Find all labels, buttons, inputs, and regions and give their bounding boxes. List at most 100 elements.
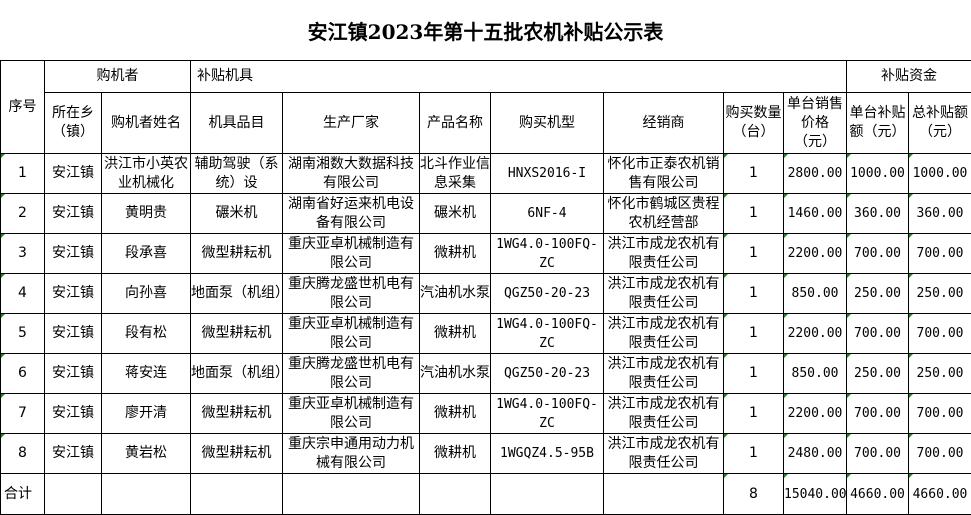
table-cell[interactable] [420, 474, 491, 515]
table-cell[interactable]: 1WGQZ4.5-95B [491, 434, 604, 474]
table-cell[interactable]: 700.00 [909, 314, 971, 354]
table-cell[interactable]: 汽油机水泵 [420, 274, 491, 314]
table-cell[interactable]: 洪江市成龙农机有限责任公司 [604, 234, 724, 274]
table-cell[interactable]: 2200.00 [784, 394, 847, 434]
table-cell[interactable]: 4 [1, 274, 45, 314]
table-cell[interactable]: 安江镇 [45, 154, 102, 194]
table-cell[interactable]: 2 [1, 194, 45, 234]
table-cell[interactable]: 700.00 [909, 434, 971, 474]
table-cell[interactable]: 8 [1, 434, 45, 474]
table-cell[interactable] [102, 474, 191, 515]
table-cell[interactable]: 250.00 [847, 354, 909, 394]
table-cell[interactable]: 1000.00 [909, 154, 971, 194]
table-cell[interactable]: 700.00 [847, 314, 909, 354]
table-cell[interactable]: 蒋安连 [102, 354, 191, 394]
table-cell[interactable]: 段有松 [102, 314, 191, 354]
table-cell[interactable] [191, 474, 283, 515]
table-cell[interactable]: 250.00 [909, 274, 971, 314]
table-cell[interactable]: 1 [724, 154, 784, 194]
table-cell[interactable]: 2200.00 [784, 234, 847, 274]
table-cell[interactable]: 黄明贵 [102, 194, 191, 234]
table-cell[interactable]: 安江镇 [45, 314, 102, 354]
table-cell[interactable]: 黄岩松 [102, 434, 191, 474]
table-cell[interactable]: HNXS2016-I [491, 154, 604, 194]
table-cell[interactable]: 1 [724, 274, 784, 314]
table-cell[interactable]: 重庆腾龙盛世机电有限公司 [283, 274, 420, 314]
table-cell[interactable]: 1 [724, 434, 784, 474]
table-cell[interactable]: 700.00 [847, 234, 909, 274]
table-cell[interactable]: 1WG4.0-100FQ-ZC [491, 314, 604, 354]
total-unit_subsidy[interactable]: 4660.00 [847, 474, 909, 515]
table-cell[interactable]: 微型耕耘机 [191, 434, 283, 474]
table-cell[interactable]: 安江镇 [45, 434, 102, 474]
table-cell[interactable]: 700.00 [847, 434, 909, 474]
table-cell[interactable]: 1WG4.0-100FQ-ZC [491, 394, 604, 434]
table-cell[interactable]: 向孙喜 [102, 274, 191, 314]
table-cell[interactable]: 3 [1, 234, 45, 274]
table-cell[interactable]: 850.00 [784, 274, 847, 314]
table-cell[interactable]: 微耕机 [420, 234, 491, 274]
table-cell[interactable]: 重庆宗申通用动力机械有限公司 [283, 434, 420, 474]
table-cell[interactable]: 700.00 [909, 394, 971, 434]
table-cell[interactable]: 6NF-4 [491, 194, 604, 234]
table-cell[interactable]: 1 [724, 314, 784, 354]
table-cell[interactable]: 怀化市鹤城区贵程农机经营部 [604, 194, 724, 234]
table-cell[interactable]: 安江镇 [45, 234, 102, 274]
table-cell[interactable]: 250.00 [847, 274, 909, 314]
table-cell[interactable]: 1460.00 [784, 194, 847, 234]
table-cell[interactable] [45, 474, 102, 515]
table-cell[interactable]: QGZ50-20-23 [491, 274, 604, 314]
table-cell[interactable]: 安江镇 [45, 194, 102, 234]
table-cell[interactable]: 北斗作业信息采集 [420, 154, 491, 194]
table-cell[interactable]: 辅助驾驶（系统）设 [191, 154, 283, 194]
table-cell[interactable]: 7 [1, 394, 45, 434]
table-cell[interactable]: 6 [1, 354, 45, 394]
table-cell[interactable]: 2480.00 [784, 434, 847, 474]
table-cell[interactable]: 1 [1, 154, 45, 194]
table-cell[interactable]: 1 [724, 194, 784, 234]
table-cell[interactable]: 700.00 [909, 234, 971, 274]
table-cell[interactable]: 重庆亚卓机械制造有限公司 [283, 234, 420, 274]
table-cell[interactable]: 洪江市成龙农机有限责任公司 [604, 394, 724, 434]
table-cell[interactable] [283, 474, 420, 515]
table-cell[interactable]: 洪江市成龙农机有限责任公司 [604, 274, 724, 314]
table-cell[interactable]: 洪江市成龙农机有限责任公司 [604, 314, 724, 354]
table-cell[interactable]: 1 [724, 394, 784, 434]
table-cell[interactable]: 碾米机 [420, 194, 491, 234]
table-cell[interactable]: 850.00 [784, 354, 847, 394]
table-cell[interactable]: 360.00 [847, 194, 909, 234]
table-cell[interactable]: 微耕机 [420, 314, 491, 354]
table-cell[interactable]: 怀化市正泰农机销售有限公司 [604, 154, 724, 194]
table-cell[interactable]: 微型耕耘机 [191, 234, 283, 274]
total-label[interactable]: 合计 [1, 474, 45, 515]
table-cell[interactable]: 700.00 [847, 394, 909, 434]
table-cell[interactable]: 微耕机 [420, 394, 491, 434]
table-cell[interactable]: 安江镇 [45, 354, 102, 394]
table-cell[interactable]: 5 [1, 314, 45, 354]
table-cell[interactable]: 微耕机 [420, 434, 491, 474]
total-quantity[interactable]: 8 [724, 474, 784, 515]
table-cell[interactable]: 洪江市成龙农机有限责任公司 [604, 354, 724, 394]
table-cell[interactable]: 重庆亚卓机械制造有限公司 [283, 394, 420, 434]
table-cell[interactable]: 重庆腾龙盛世机电有限公司 [283, 354, 420, 394]
table-cell[interactable] [604, 474, 724, 515]
table-cell[interactable]: 地面泵（机组） [191, 274, 283, 314]
table-cell[interactable]: 1000.00 [847, 154, 909, 194]
table-cell[interactable] [491, 474, 604, 515]
table-cell[interactable]: 湖南省好运来机电设备有限公司 [283, 194, 420, 234]
table-cell[interactable]: 2200.00 [784, 314, 847, 354]
total-total_subsidy[interactable]: 4660.00 [909, 474, 971, 515]
table-cell[interactable]: 微型耕耘机 [191, 314, 283, 354]
table-cell[interactable]: 洪江市小英农业机械化 [102, 154, 191, 194]
table-cell[interactable]: 段承喜 [102, 234, 191, 274]
table-cell[interactable]: 湖南湘数大数据科技有限公司 [283, 154, 420, 194]
table-cell[interactable]: 地面泵（机组） [191, 354, 283, 394]
table-cell[interactable]: 安江镇 [45, 274, 102, 314]
table-cell[interactable]: 1 [724, 234, 784, 274]
table-cell[interactable]: 安江镇 [45, 394, 102, 434]
table-cell[interactable]: 250.00 [909, 354, 971, 394]
table-cell[interactable]: 汽油机水泵 [420, 354, 491, 394]
table-cell[interactable]: 360.00 [909, 194, 971, 234]
table-cell[interactable]: 2800.00 [784, 154, 847, 194]
table-cell[interactable]: 重庆亚卓机械制造有限公司 [283, 314, 420, 354]
